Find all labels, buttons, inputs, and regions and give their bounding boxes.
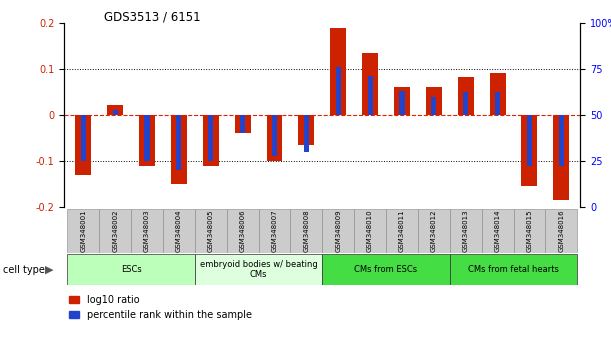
Text: ESCs: ESCs: [121, 265, 142, 274]
Bar: [418, 209, 450, 253]
Bar: [240, 115, 245, 133]
Bar: [235, 115, 251, 133]
Bar: [203, 115, 219, 166]
Text: GDS3513 / 6151: GDS3513 / 6151: [104, 11, 200, 24]
Text: GSM348004: GSM348004: [176, 210, 182, 252]
Text: ▶: ▶: [45, 265, 54, 275]
Bar: [304, 115, 309, 152]
Bar: [450, 209, 481, 253]
Bar: [266, 115, 282, 161]
Text: CMs from ESCs: CMs from ESCs: [354, 265, 417, 274]
Bar: [227, 209, 258, 253]
Bar: [99, 209, 131, 253]
Bar: [546, 209, 577, 253]
Text: embryoid bodies w/ beating
CMs: embryoid bodies w/ beating CMs: [200, 260, 318, 279]
Text: cell type: cell type: [3, 265, 45, 275]
Text: GSM348012: GSM348012: [431, 210, 437, 252]
Bar: [144, 115, 150, 161]
Bar: [331, 28, 346, 115]
Text: GSM348016: GSM348016: [558, 210, 565, 252]
Bar: [335, 67, 341, 115]
Bar: [171, 115, 187, 184]
Bar: [386, 209, 418, 253]
Text: GSM348006: GSM348006: [240, 210, 246, 252]
Text: GSM348011: GSM348011: [399, 210, 405, 252]
Bar: [513, 209, 546, 253]
Text: GSM348005: GSM348005: [208, 210, 214, 252]
Text: GSM348015: GSM348015: [527, 210, 532, 252]
Bar: [67, 254, 195, 285]
Bar: [431, 97, 436, 115]
Bar: [163, 209, 195, 253]
Bar: [298, 115, 314, 145]
Bar: [139, 115, 155, 166]
Bar: [559, 115, 564, 166]
Bar: [527, 115, 532, 166]
Bar: [495, 92, 500, 115]
Bar: [195, 209, 227, 253]
Bar: [67, 209, 99, 253]
Legend: log10 ratio, percentile rank within the sample: log10 ratio, percentile rank within the …: [69, 295, 252, 320]
Text: CMs from fetal hearts: CMs from fetal hearts: [468, 265, 559, 274]
Text: GSM348001: GSM348001: [80, 210, 86, 252]
Bar: [522, 115, 538, 187]
Text: GSM348008: GSM348008: [304, 210, 309, 252]
Bar: [458, 77, 474, 115]
Bar: [195, 254, 323, 285]
Text: GSM348003: GSM348003: [144, 210, 150, 252]
Text: GSM348009: GSM348009: [335, 210, 341, 252]
Text: GSM348002: GSM348002: [112, 210, 118, 252]
Bar: [177, 115, 181, 170]
Bar: [107, 105, 123, 115]
Bar: [426, 86, 442, 115]
Bar: [362, 53, 378, 115]
Bar: [290, 209, 323, 253]
Bar: [450, 254, 577, 285]
Bar: [131, 209, 163, 253]
Bar: [112, 110, 118, 115]
Bar: [272, 115, 277, 156]
Bar: [368, 76, 373, 115]
Text: GSM348007: GSM348007: [271, 210, 277, 252]
Bar: [554, 115, 569, 200]
Bar: [258, 209, 290, 253]
Bar: [208, 115, 213, 161]
Bar: [75, 115, 91, 175]
Bar: [481, 209, 513, 253]
Bar: [354, 209, 386, 253]
Bar: [463, 92, 468, 115]
Bar: [400, 91, 404, 115]
Bar: [323, 254, 450, 285]
Text: GSM348010: GSM348010: [367, 210, 373, 252]
Bar: [489, 73, 505, 115]
Bar: [323, 209, 354, 253]
Text: GSM348014: GSM348014: [494, 210, 500, 252]
Bar: [394, 87, 410, 115]
Bar: [81, 115, 86, 161]
Text: GSM348013: GSM348013: [463, 210, 469, 252]
